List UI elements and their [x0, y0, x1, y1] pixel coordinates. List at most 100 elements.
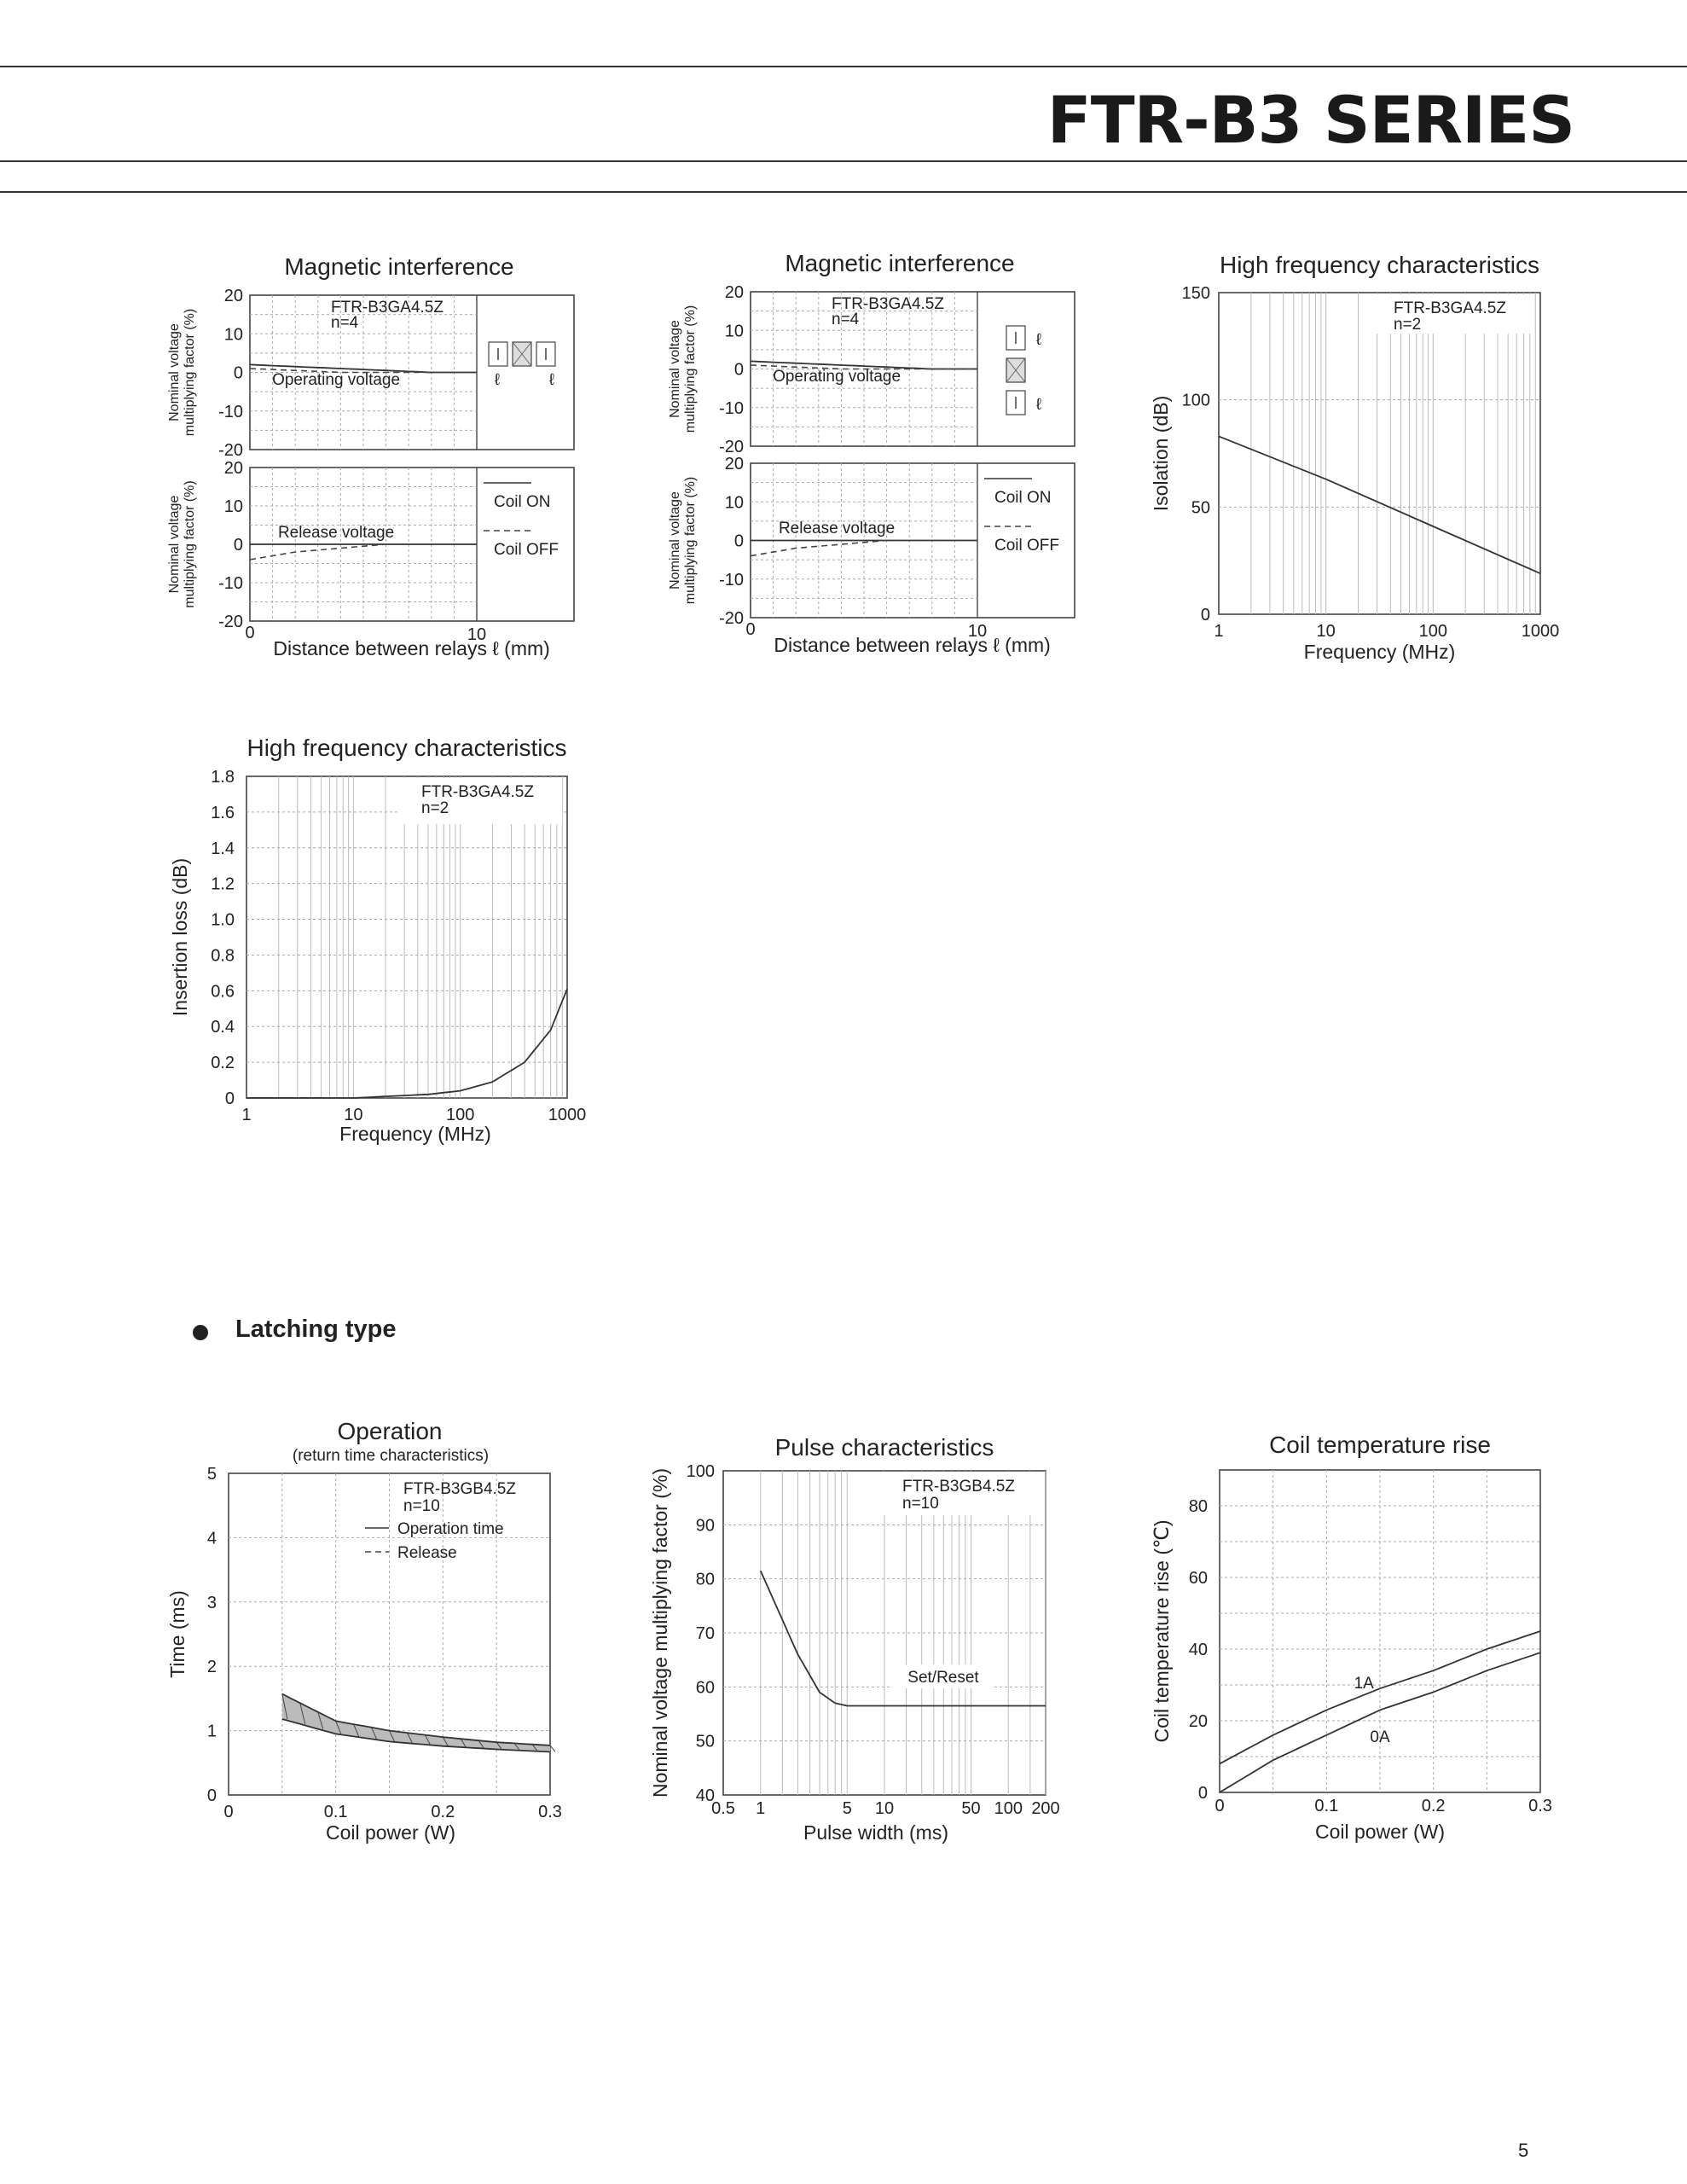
band-hatch — [442, 1736, 449, 1746]
y-tick-label: 20 — [1189, 1712, 1208, 1731]
y-tick-label: 1.6 — [211, 804, 235, 822]
y-tick-label: 0 — [207, 1786, 217, 1805]
series-line-0a — [1219, 1652, 1541, 1793]
y-tick-label: 0 — [734, 532, 744, 551]
band-hatch — [478, 1740, 484, 1749]
x-axis-label: Distance between relays ℓ (mm) — [774, 634, 1050, 656]
x-tick-label: 100 — [446, 1106, 474, 1124]
x-tick-label: 1 — [241, 1106, 251, 1124]
model-label: FTR-B3GA4.5Z — [832, 295, 944, 313]
x-tick-label: 0.5 — [711, 1799, 735, 1818]
y-tick-label: 0 — [225, 1089, 235, 1108]
y-tick-label: 0.2 — [211, 1054, 235, 1072]
y-tick-label: 10 — [725, 493, 744, 512]
sample-count: n=4 — [832, 311, 860, 328]
band-hatch — [531, 1744, 538, 1751]
curve-label: Operating voltage — [272, 371, 400, 389]
x-tick-label: 5 — [843, 1799, 852, 1818]
band-hatch — [335, 1721, 342, 1734]
x-tick-label: 0 — [223, 1803, 233, 1821]
header-rule-top — [0, 66, 1687, 67]
x-tick-label: 0 — [245, 624, 254, 642]
band-area — [281, 1693, 550, 1752]
band-hatch — [406, 1732, 413, 1744]
y-tick-label: 80 — [1189, 1497, 1208, 1516]
y-axis-label: multiplying factor (%) — [183, 309, 197, 436]
y-tick-label: -20 — [218, 613, 243, 631]
y-tick-label: -10 — [218, 574, 243, 593]
y-tick-label: 80 — [696, 1571, 715, 1589]
y-tick-label: 0.4 — [211, 1018, 235, 1037]
y-tick-label: 0 — [734, 361, 744, 380]
y-tick-label: 40 — [696, 1786, 715, 1805]
band-hatch — [317, 1711, 324, 1729]
chart-title: Magnetic interference — [785, 250, 1014, 276]
y-tick-label: -20 — [218, 441, 243, 460]
y-tick-label: 50 — [1191, 498, 1210, 517]
chart-frame — [246, 775, 568, 1099]
series-line-1a — [1219, 1630, 1541, 1765]
sample-count: n=10 — [902, 1495, 939, 1513]
x-tick-label: 10 — [344, 1106, 362, 1124]
x-tick-label: 100 — [994, 1799, 1023, 1818]
header-rule-bottom — [0, 160, 1687, 162]
sample-count: n=2 — [421, 799, 449, 817]
series-line-coil-off — [249, 543, 477, 561]
label-bg — [890, 1664, 992, 1688]
series-line-lower — [281, 1718, 551, 1753]
y-tick-label: 1.2 — [211, 875, 235, 894]
y-tick-label: -10 — [719, 571, 744, 590]
y-tick-label: 150 — [1182, 284, 1210, 303]
x-tick-label: 0.3 — [538, 1803, 562, 1821]
y-tick-label: -20 — [719, 609, 744, 628]
chart-title: High frequency characteristics — [246, 735, 566, 761]
model-label: FTR-B3GA4.5Z — [421, 783, 534, 801]
band-hatch — [389, 1730, 395, 1742]
y-tick-label: 100 — [1182, 392, 1210, 410]
band-hatch — [353, 1723, 360, 1737]
distance-symbol: ℓ — [1036, 396, 1041, 414]
x-axis-label: Coil power (W) — [1315, 1821, 1445, 1843]
x-tick-label: 10 — [875, 1799, 894, 1818]
series-line-set-reset — [759, 1570, 1046, 1707]
y-tick-label: 100 — [687, 1462, 715, 1481]
sample-count: n=2 — [1394, 316, 1421, 334]
legend-coil-on: Coil ON — [994, 489, 1052, 507]
y-tick-label: 10 — [725, 322, 744, 340]
band-hatch — [371, 1727, 378, 1740]
x-axis-label: Distance between relays ℓ (mm) — [273, 637, 549, 659]
legend-coil-off: Coil OFF — [994, 537, 1059, 555]
y-axis-label: Coil temperature rise (℃) — [1151, 1519, 1173, 1742]
section-bullet — [193, 1325, 208, 1340]
legend-coil-off: Coil OFF — [494, 541, 559, 559]
y-axis-label: Nominal voltage multiplying factor (%) — [649, 1468, 671, 1798]
x-tick-label: 0.1 — [1314, 1797, 1338, 1815]
x-tick-label: 10 — [1317, 622, 1336, 641]
series-line-isolation — [1218, 435, 1541, 575]
legend-release: Release — [397, 1544, 457, 1562]
x-tick-label: 100 — [1419, 622, 1447, 641]
model-label: FTR-B3GA4.5Z — [1394, 299, 1506, 317]
y-tick-label: 1 — [207, 1722, 217, 1741]
y-tick-label: 0.6 — [211, 982, 235, 1001]
y-tick-label: 1.0 — [211, 911, 235, 930]
model-label: FTR-B3GA4.5Z — [331, 299, 443, 317]
page-title: FTR-B3 SERIES — [1046, 82, 1575, 158]
y-tick-label: 50 — [696, 1733, 715, 1751]
chart-title: High frequency characteristics — [1220, 252, 1539, 278]
band-hatch — [424, 1734, 431, 1745]
x-axis-label: Frequency (MHz) — [1304, 641, 1456, 663]
y-tick-label: 3 — [207, 1594, 217, 1612]
series-line-coil-off — [750, 539, 977, 557]
model-label: FTR-B3GB4.5Z — [403, 1480, 516, 1498]
y-axis-label: multiplying factor (%) — [683, 477, 698, 604]
chart-frame — [1218, 292, 1541, 615]
distance-symbol: ℓ — [549, 371, 554, 389]
y-tick-label: 4 — [207, 1529, 217, 1548]
band-hatch — [513, 1743, 520, 1751]
y-axis-label: multiplying factor (%) — [683, 305, 698, 433]
page-number: 5 — [1518, 2140, 1529, 2161]
x-tick-label: 0.2 — [431, 1803, 455, 1821]
chart-title: Operation — [338, 1418, 443, 1444]
y-tick-label: 20 — [725, 455, 744, 473]
